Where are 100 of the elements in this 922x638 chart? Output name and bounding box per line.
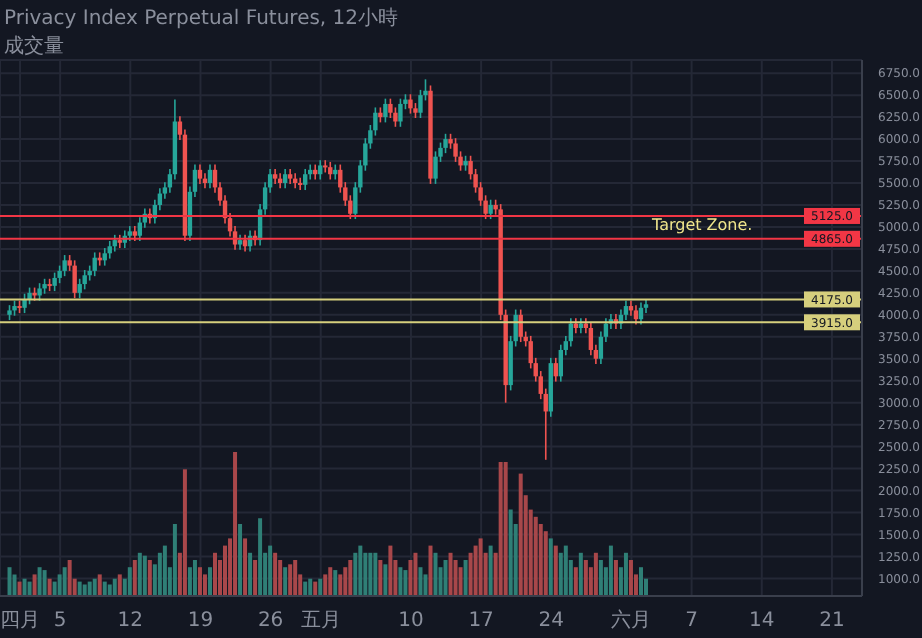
- bar: [233, 452, 238, 596]
- candlestick: [553, 357, 558, 383]
- bar: [478, 538, 483, 596]
- bar: [448, 552, 453, 596]
- bar: [363, 552, 368, 596]
- bar: [388, 545, 393, 596]
- bar: [157, 552, 162, 596]
- bar: [207, 567, 212, 596]
- bar: [27, 581, 32, 596]
- bar: [558, 552, 563, 596]
- candlestick: [388, 97, 393, 119]
- bar: [238, 524, 243, 596]
- bar: [463, 560, 468, 596]
- bar: [468, 552, 473, 596]
- candlestick: [62, 254, 67, 277]
- candlestick: [82, 269, 87, 291]
- candlestick: [408, 93, 413, 115]
- bar: [403, 570, 408, 596]
- bar: [22, 578, 27, 596]
- x-tick-label: 五月: [300, 610, 341, 633]
- bar: [42, 570, 47, 596]
- bar: [37, 567, 42, 596]
- bar: [112, 578, 117, 596]
- bar: [313, 581, 318, 596]
- bar: [172, 524, 177, 596]
- bar: [563, 545, 568, 596]
- bar: [368, 552, 373, 596]
- bar: [583, 560, 588, 596]
- candlestick: [72, 259, 77, 299]
- bar: [443, 560, 448, 596]
- bar: [67, 560, 72, 596]
- bar: [7, 567, 12, 596]
- bar: [623, 552, 628, 596]
- chart-title: Privacy Index Perpetual Futures, 12小時: [4, 5, 399, 32]
- bar: [628, 560, 633, 596]
- bar: [378, 560, 383, 596]
- bar: [613, 560, 618, 596]
- bar: [413, 552, 418, 596]
- bar: [373, 552, 378, 596]
- bar: [77, 581, 82, 596]
- bar: [197, 567, 202, 596]
- candlestick: [393, 106, 398, 128]
- bar: [458, 567, 463, 596]
- bar: [117, 574, 122, 596]
- bar: [453, 560, 458, 596]
- bar: [243, 538, 248, 596]
- bar: [82, 584, 87, 596]
- bar: [212, 552, 217, 596]
- bar: [473, 545, 478, 596]
- bar: [92, 578, 97, 596]
- bar: [358, 545, 363, 596]
- bar: [553, 545, 558, 596]
- x-tick-label: 四月: [0, 610, 41, 633]
- bar: [17, 581, 22, 596]
- candlestick: [22, 292, 27, 314]
- bar: [268, 545, 273, 596]
- bar: [598, 560, 603, 596]
- bar: [202, 574, 207, 596]
- bar: [303, 581, 308, 596]
- x-tick-label: 21: [819, 610, 845, 633]
- candlestick: [453, 137, 458, 163]
- bar: [343, 567, 348, 596]
- bar: [12, 574, 17, 596]
- candlestick: [77, 277, 82, 299]
- bar: [418, 567, 423, 596]
- bar: [423, 574, 428, 596]
- bar: [52, 581, 57, 596]
- bar: [57, 574, 62, 596]
- x-tick-label: 17: [468, 610, 494, 633]
- bar: [258, 518, 263, 596]
- bar: [593, 552, 598, 596]
- bar: [398, 567, 403, 596]
- x-tick-label: 六月: [611, 608, 652, 633]
- bar: [102, 581, 107, 596]
- candlestick: [52, 271, 57, 292]
- bar: [538, 524, 543, 596]
- bar: [308, 578, 313, 596]
- x-tick-label: 12: [117, 610, 144, 633]
- bar: [408, 560, 413, 596]
- bar: [47, 578, 52, 596]
- bar: [62, 567, 67, 596]
- x-tick-label: 10: [398, 610, 424, 633]
- bar: [127, 567, 132, 596]
- bar: [353, 552, 358, 596]
- candlestick: [623, 299, 629, 321]
- x-tick-label: 24: [538, 610, 565, 633]
- bar: [182, 469, 187, 596]
- candlestick: [558, 343, 563, 383]
- x-tick-label: 7: [685, 610, 698, 633]
- candlestick: [488, 198, 493, 220]
- x-tick-label: 19: [187, 610, 214, 633]
- bar: [338, 574, 343, 596]
- bar: [323, 574, 328, 596]
- candlestick: [443, 133, 448, 154]
- bar: [573, 567, 578, 596]
- bar: [87, 581, 92, 596]
- candlestick: [197, 163, 203, 185]
- bar: [383, 564, 388, 596]
- bar: [333, 570, 338, 596]
- candlestick: [92, 251, 97, 277]
